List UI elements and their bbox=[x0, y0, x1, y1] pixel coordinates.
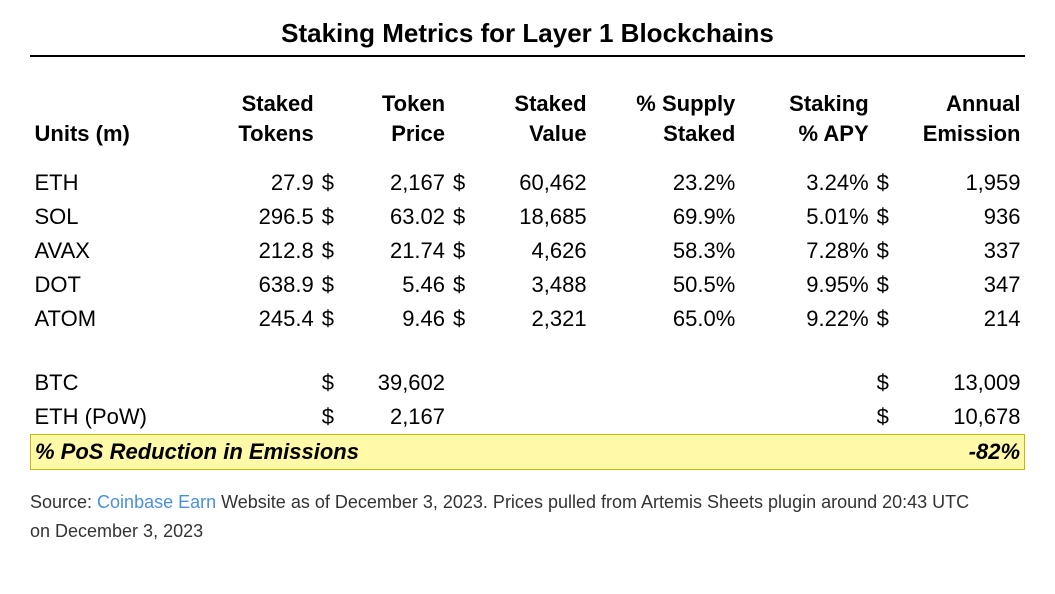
cell-token-price: 2,167 bbox=[346, 166, 449, 200]
cell-emission: 337 bbox=[901, 234, 1024, 268]
cell-staked-value: 60,462 bbox=[478, 166, 591, 200]
cell-staked-tokens: 296.5 bbox=[195, 200, 318, 234]
cell-emission: 936 bbox=[901, 200, 1024, 234]
currency-symbol: $ bbox=[449, 166, 478, 200]
currency-symbol: $ bbox=[873, 234, 902, 268]
row-label: AVAX bbox=[31, 234, 195, 268]
col-staked-tokens: StakedTokens bbox=[195, 87, 318, 166]
source-prefix: Source: bbox=[30, 492, 97, 512]
cell-token-price: 21.74 bbox=[346, 234, 449, 268]
currency-symbol: $ bbox=[873, 366, 902, 400]
cell-emission: 1,959 bbox=[901, 166, 1024, 200]
currency-symbol: $ bbox=[873, 268, 902, 302]
table-row: ETH (PoW)$2,167$10,678 bbox=[31, 400, 1025, 435]
row-label: ETH bbox=[31, 166, 195, 200]
row-label: DOT bbox=[31, 268, 195, 302]
col-emission: AnnualEmission bbox=[873, 87, 1025, 166]
cell-pct-supply: 65.0% bbox=[591, 302, 740, 336]
row-label: BTC bbox=[31, 366, 195, 400]
summary-value: -82% bbox=[873, 435, 1025, 470]
cell-token-price: 2,167 bbox=[346, 400, 449, 435]
cell-apy: 9.95% bbox=[739, 268, 872, 302]
cell-staked-tokens: 245.4 bbox=[195, 302, 318, 336]
source-link[interactable]: Coinbase Earn bbox=[97, 492, 216, 512]
table-row: AVAX212.8$21.74$4,62658.3%7.28%$337 bbox=[31, 234, 1025, 268]
cell-pct-supply: 58.3% bbox=[591, 234, 740, 268]
cell-token-price: 63.02 bbox=[346, 200, 449, 234]
cell-emission: 10,678 bbox=[901, 400, 1024, 435]
col-pct-supply: % SupplyStaked bbox=[591, 87, 740, 166]
cell-staked-value: 18,685 bbox=[478, 200, 591, 234]
source-suffix-1: Website as of December 3, 2023. Prices p… bbox=[216, 492, 969, 512]
currency-symbol: $ bbox=[449, 268, 478, 302]
cell-token-price: 5.46 bbox=[346, 268, 449, 302]
currency-symbol: $ bbox=[449, 234, 478, 268]
currency-symbol: $ bbox=[318, 400, 347, 435]
staking-table: Units (m) StakedTokens TokenPrice Staked… bbox=[30, 87, 1025, 470]
source-note: Source: Coinbase Earn Website as of Dece… bbox=[30, 488, 1025, 546]
col-staked-value: StakedValue bbox=[449, 87, 591, 166]
currency-symbol: $ bbox=[318, 166, 347, 200]
table-row: DOT638.9$5.46$3,48850.5%9.95%$347 bbox=[31, 268, 1025, 302]
cell-staked-value: 3,488 bbox=[478, 268, 591, 302]
cell-apy: 5.01% bbox=[739, 200, 872, 234]
table-row: BTC$39,602$13,009 bbox=[31, 366, 1025, 400]
currency-symbol: $ bbox=[318, 200, 347, 234]
cell-token-price: 9.46 bbox=[346, 302, 449, 336]
cell-pct-supply: 69.9% bbox=[591, 200, 740, 234]
cell-staked-tokens: 638.9 bbox=[195, 268, 318, 302]
cell-staked-value: 4,626 bbox=[478, 234, 591, 268]
currency-symbol: $ bbox=[873, 200, 902, 234]
page-root: Staking Metrics for Layer 1 Blockchains … bbox=[0, 0, 1055, 594]
cell-emission: 214 bbox=[901, 302, 1024, 336]
summary-label: % PoS Reduction in Emissions bbox=[31, 435, 873, 470]
cell-emission: 13,009 bbox=[901, 366, 1024, 400]
cell-pct-supply: 23.2% bbox=[591, 166, 740, 200]
currency-symbol: $ bbox=[873, 302, 902, 336]
currency-symbol: $ bbox=[873, 400, 902, 435]
row-label: SOL bbox=[31, 200, 195, 234]
row-label: ETH (PoW) bbox=[31, 400, 195, 435]
cell-staked-tokens: 27.9 bbox=[195, 166, 318, 200]
currency-symbol: $ bbox=[318, 234, 347, 268]
table-row: SOL296.5$63.02$18,68569.9%5.01%$936 bbox=[31, 200, 1025, 234]
currency-symbol: $ bbox=[318, 366, 347, 400]
table-header-row: Units (m) StakedTokens TokenPrice Staked… bbox=[31, 87, 1025, 166]
cell-pct-supply: 50.5% bbox=[591, 268, 740, 302]
col-apy: Staking% APY bbox=[739, 87, 872, 166]
cell-apy: 3.24% bbox=[739, 166, 872, 200]
currency-symbol: $ bbox=[318, 302, 347, 336]
table-row: ETH27.9$2,167$60,46223.2%3.24%$1,959 bbox=[31, 166, 1025, 200]
currency-symbol: $ bbox=[873, 166, 902, 200]
cell-apy: 9.22% bbox=[739, 302, 872, 336]
page-title: Staking Metrics for Layer 1 Blockchains bbox=[30, 18, 1025, 57]
col-token-price: TokenPrice bbox=[318, 87, 449, 166]
col-units: Units (m) bbox=[31, 87, 195, 166]
currency-symbol: $ bbox=[449, 200, 478, 234]
row-label: ATOM bbox=[31, 302, 195, 336]
source-suffix-2: on December 3, 2023 bbox=[30, 521, 203, 541]
currency-symbol: $ bbox=[318, 268, 347, 302]
cell-staked-tokens: 212.8 bbox=[195, 234, 318, 268]
cell-emission: 347 bbox=[901, 268, 1024, 302]
cell-staked-value: 2,321 bbox=[478, 302, 591, 336]
cell-token-price: 39,602 bbox=[346, 366, 449, 400]
table-row: ATOM245.4$9.46$2,32165.0%9.22%$214 bbox=[31, 302, 1025, 336]
currency-symbol: $ bbox=[449, 302, 478, 336]
summary-row: % PoS Reduction in Emissions -82% bbox=[31, 435, 1025, 470]
cell-apy: 7.28% bbox=[739, 234, 872, 268]
